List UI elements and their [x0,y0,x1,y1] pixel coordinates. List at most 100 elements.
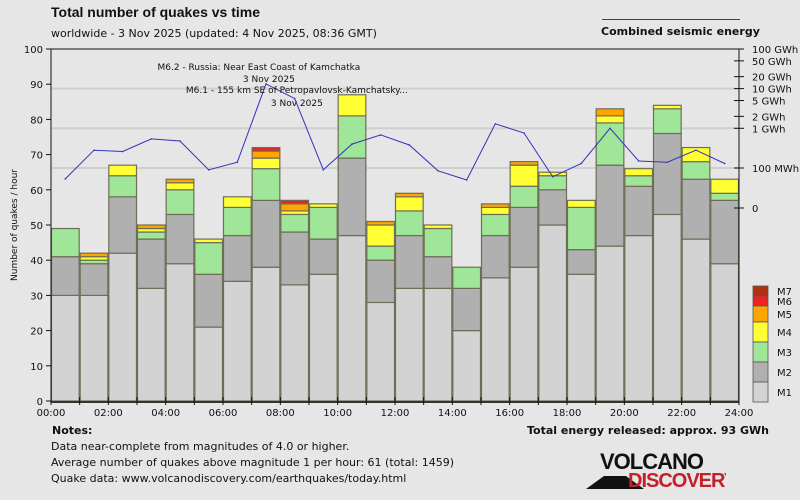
bar-segment-m3 [452,266,482,289]
bar-segment-m2 [394,234,424,289]
bar-segment-m3 [624,175,654,187]
bar-segment-m2 [222,234,252,282]
bar-segment-m2 [710,199,740,265]
bar-segment-m3 [423,227,453,258]
energy-point [494,122,497,125]
bar-segment-m4 [165,182,195,191]
legend-swatch-m2 [752,361,769,383]
y-tick-label: 70 [30,151,43,162]
grid-lines [51,87,739,169]
energy-point [236,161,239,163]
bar-segment-m2 [423,256,453,289]
legend-swatch-m4 [752,321,769,343]
bar-segment-m1 [480,277,510,402]
bar-segment-m2 [595,164,625,247]
bar-segment-m1 [452,330,482,402]
bar-segment-m1 [652,213,682,402]
energy-point [293,97,296,100]
legend-label-m2: M2 [777,368,792,379]
y-tick-label: 30 [30,291,43,302]
bar-segment-m5 [394,192,424,198]
y-tick-label: 50 [30,221,43,232]
legend-swatch-m3 [752,341,769,363]
y-tick-label: 10 [30,362,43,373]
bar-segment-m1 [366,301,396,402]
bar-segment-m3 [222,206,252,237]
logo-volcano-text: VOLCANO [600,449,704,474]
bar-segment-m4 [566,199,596,209]
bar-segment-m3 [566,206,596,251]
x-tick-label: 08:00 [266,408,295,419]
bar-segment-m1 [337,234,367,402]
annotation-text: M6.1 - 155 km SE of Petropavlovsk-Kamcha… [186,86,408,96]
energy-point [666,161,669,163]
energy-line-group [64,83,726,181]
x-tick-label: 12:00 [381,408,410,419]
bar-segment-m3 [194,242,224,275]
logo-discovery-text: DISCOVERY [628,470,726,489]
energy-point [695,149,697,152]
y-tick-label: 100 [24,45,43,56]
bar-segment-m1 [394,287,424,402]
annotations: M6.2 - Russia: Near East Coast of Kamcha… [157,63,407,109]
bar-segment-m6 [251,146,281,152]
bar-segment-m1 [79,294,109,402]
energy-point [580,162,583,165]
bar-segment-m1 [50,294,80,402]
bar-segment-m2 [366,259,396,304]
legend-label-m7: M7 [777,287,792,298]
bar-segment-m2 [194,273,224,328]
bar-segment-m4 [509,164,539,187]
bar-segment-m3 [538,175,568,191]
annotation-date: 3 Nov 2025 [243,75,295,85]
volcano-logo-icon [586,476,644,489]
legend-swatch-m7 [752,285,769,297]
energy-point [351,143,353,145]
legend-label-m3: M3 [777,348,792,359]
bar-segment-m1 [165,263,195,402]
bar-segment-m1 [251,266,281,402]
bar-segment-m2 [337,157,367,237]
chart-title: Total number of quakes vs time [51,4,261,20]
bar-segment-m2 [652,132,682,216]
x-tick-label: 04:00 [151,408,180,419]
bar-segment-m5 [165,178,195,184]
bar-segment-m4 [423,224,453,230]
energy-tick-label: 10 GWh [752,85,792,96]
bar-segment-m3 [337,115,367,159]
bar-segment-m2 [79,263,109,297]
energy-point [723,162,726,165]
bar-segment-m5 [480,203,510,209]
energy-point [265,83,267,85]
bar-segment-m1 [509,266,539,402]
bar-segment-m2 [136,238,166,289]
volcanodiscovery-logo[interactable]: VOLCANO DISCOVERY [586,449,726,489]
bar-segment-m1 [280,284,310,402]
quakes-chart: 0 10 20 30 40 50 60 70 80 90 100 Number of quakes /… [10,45,799,419]
energy-tick-label: 100 MWh [752,164,799,175]
bar-segment-m1 [566,273,596,402]
bar-segment-m3 [108,175,138,198]
bar-segment-m3 [165,189,195,216]
bar-segment-m2 [509,206,539,268]
energy-point [322,169,325,171]
energy-tick-label: 20 GWh [752,73,792,84]
bar-segment-m4 [194,238,224,244]
bar-segment-m1 [194,326,224,402]
y-tick-label: 80 [30,115,43,126]
energy-point [179,140,181,142]
bar-segment-m1 [423,287,453,402]
bar-segment-m1 [710,263,740,402]
bar-segment-m4 [480,206,510,216]
energy-tick-label: 2 GWh [752,112,786,123]
energy-point [637,160,640,162]
energy-point [379,134,382,136]
x-tick-label: 18:00 [553,408,582,419]
x-tick-label: 10:00 [323,408,352,419]
legend-swatch-m1 [752,381,769,403]
bar-segment-m6 [280,199,310,205]
x-tick-label: 06:00 [209,408,238,419]
bar-segment-m2 [308,238,338,275]
bar-segment-m4 [222,196,252,208]
bar-segment-m2 [681,178,711,240]
